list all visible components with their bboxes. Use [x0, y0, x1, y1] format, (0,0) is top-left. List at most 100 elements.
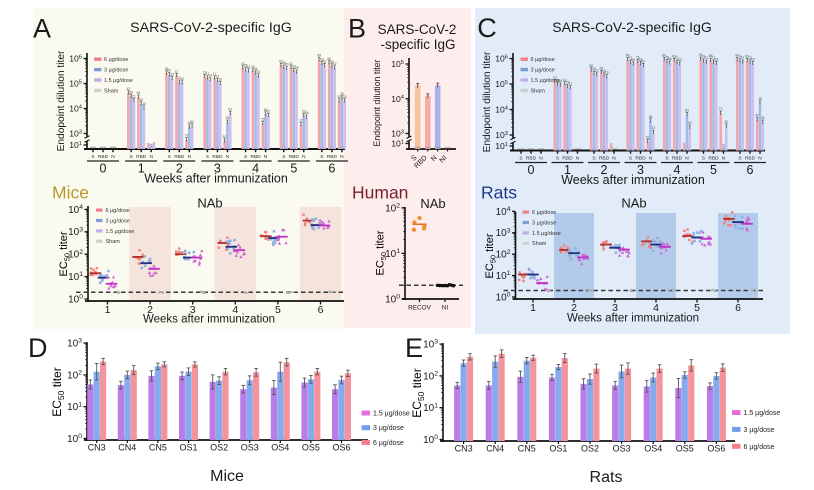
svg-text:104: 104: [69, 104, 83, 114]
svg-text:101: 101: [385, 248, 400, 260]
svg-text:N: N: [188, 154, 192, 160]
svg-text:102: 102: [385, 203, 400, 215]
svg-text:63: 63: [646, 135, 650, 139]
svg-text:Weeks after immunization: Weeks after immunization: [144, 172, 288, 186]
svg-text:N: N: [649, 156, 653, 162]
svg-text:1.5 µg/dose: 1.5 µg/dose: [104, 78, 133, 84]
svg-text:OS4: OS4: [271, 443, 289, 453]
svg-text:63: 63: [320, 57, 324, 61]
svg-text:45: 45: [282, 61, 286, 65]
svg-text:63: 63: [228, 107, 232, 111]
svg-text:66: 66: [668, 57, 672, 61]
svg-text:4: 4: [674, 163, 681, 177]
svg-text:10: 10: [563, 78, 567, 82]
svg-text:Endopoint dilution titer: Endopoint dilution titer: [372, 59, 382, 146]
svg-text:Sham: Sham: [532, 241, 547, 247]
svg-text:13: 13: [651, 126, 655, 130]
svg-text:89: 89: [626, 54, 630, 58]
svg-text:Sham: Sham: [104, 88, 119, 94]
svg-text:60: 60: [678, 58, 682, 62]
svg-text:N: N: [685, 156, 689, 162]
svg-text:EC50 titer: EC50 titer: [484, 233, 498, 278]
svg-text:RBD: RBD: [562, 156, 573, 162]
svg-text:66: 66: [327, 57, 331, 61]
svg-text:35: 35: [589, 64, 593, 68]
svg-text:RBD: RBD: [327, 154, 338, 160]
svg-text:26: 26: [165, 67, 169, 71]
svg-text:A: A: [33, 14, 51, 44]
svg-text:17: 17: [206, 72, 210, 76]
svg-text:101: 101: [67, 401, 82, 413]
svg-text:63: 63: [685, 108, 689, 112]
svg-text:Rats: Rats: [481, 183, 517, 203]
svg-text:103: 103: [68, 226, 83, 238]
svg-text:13: 13: [553, 75, 557, 79]
svg-text:6 µg/dose: 6 µg/dose: [373, 440, 404, 447]
svg-text:52: 52: [641, 59, 645, 63]
svg-text:100: 100: [67, 433, 82, 445]
svg-text:100: 100: [68, 294, 83, 306]
svg-text:Sham: Sham: [531, 88, 546, 94]
svg-text:71: 71: [675, 56, 679, 60]
svg-text:OS5: OS5: [676, 444, 694, 454]
svg-text:Endopoint dilution titer: Endopoint dilution titer: [56, 50, 67, 151]
svg-text:RBD: RBD: [251, 154, 262, 160]
svg-text:103: 103: [69, 129, 82, 139]
svg-text:RBD: RBD: [672, 156, 683, 162]
svg-text:76: 76: [665, 55, 669, 59]
svg-text:45: 45: [305, 111, 309, 115]
svg-text:6: 6: [318, 304, 324, 316]
svg-text:Mice: Mice: [52, 183, 89, 203]
svg-text:60: 60: [264, 108, 268, 112]
svg-text:26: 26: [592, 67, 596, 71]
svg-text:1.5 µg/dose: 1.5 µg/dose: [532, 231, 561, 237]
svg-text:26: 26: [340, 92, 344, 96]
svg-text:21: 21: [175, 69, 179, 73]
svg-text:NI: NI: [442, 305, 449, 312]
svg-text:4: 4: [653, 302, 659, 314]
svg-text:71: 71: [704, 56, 708, 60]
svg-text:Sham: Sham: [106, 239, 121, 245]
svg-text:CN3: CN3: [455, 444, 473, 454]
svg-text:OS3: OS3: [613, 444, 631, 454]
svg-text:N: N: [430, 154, 439, 163]
svg-text:26: 26: [254, 67, 258, 71]
svg-text:5: 5: [290, 162, 297, 176]
svg-text:63: 63: [639, 57, 643, 61]
svg-text:S: S: [410, 154, 418, 162]
svg-text:22: 22: [602, 69, 606, 73]
svg-text:S: S: [206, 154, 209, 160]
svg-text:101: 101: [391, 139, 404, 149]
svg-text:63: 63: [751, 57, 755, 61]
svg-text:103: 103: [391, 129, 404, 139]
svg-text:6 µg/dose: 6 µg/dose: [106, 208, 130, 214]
svg-text:SARS-CoV-2: SARS-CoV-2: [378, 22, 457, 37]
svg-text:101: 101: [496, 270, 511, 282]
svg-text:32: 32: [761, 116, 765, 120]
svg-text:E: E: [405, 333, 423, 363]
svg-text:63: 63: [714, 57, 718, 61]
svg-text:60: 60: [631, 58, 635, 62]
svg-text:2: 2: [571, 302, 577, 314]
svg-text:79: 79: [566, 80, 570, 84]
svg-text:89: 89: [662, 54, 666, 58]
svg-text:20: 20: [190, 120, 194, 124]
svg-text:1: 1: [138, 162, 145, 176]
svg-text:S: S: [320, 154, 323, 160]
svg-text:S: S: [556, 156, 559, 162]
svg-text:OS2: OS2: [581, 444, 599, 454]
svg-text:3: 3: [612, 302, 618, 314]
svg-text:RBD: RBD: [289, 154, 300, 160]
svg-text:89: 89: [558, 79, 562, 83]
svg-text:52: 52: [279, 59, 283, 63]
svg-text:85: 85: [709, 54, 713, 58]
svg-text:6: 6: [747, 163, 754, 177]
svg-text:NAb: NAb: [621, 196, 646, 211]
svg-text:S: S: [702, 156, 705, 162]
svg-text:102: 102: [423, 371, 438, 383]
svg-text:83: 83: [745, 54, 749, 58]
svg-text:N: N: [758, 156, 762, 162]
svg-text:3: 3: [214, 162, 221, 176]
svg-text:71: 71: [568, 82, 572, 86]
svg-text:6 µg/dose: 6 µg/dose: [744, 444, 775, 451]
